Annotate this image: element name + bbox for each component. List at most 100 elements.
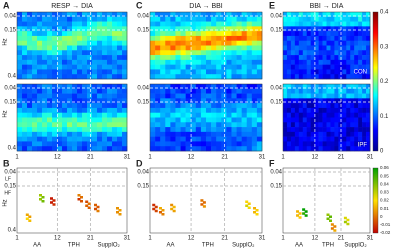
heatmap-cell xyxy=(290,31,296,37)
heatmap-cell xyxy=(47,35,53,42)
heatmap-cell xyxy=(52,59,58,65)
heatmap-cell xyxy=(231,50,237,56)
heatmap-cell xyxy=(97,40,103,46)
x-tick-label: 31 xyxy=(124,155,131,161)
heatmap-cell xyxy=(366,141,371,147)
heatmap-cell xyxy=(170,21,176,27)
heatmap-cell xyxy=(246,98,253,104)
heatmap-cell xyxy=(338,88,343,94)
heatmap-cell xyxy=(342,88,347,94)
heatmap-cell xyxy=(57,50,63,56)
heatmap-cell xyxy=(82,131,88,137)
heatmap-cell xyxy=(366,64,371,70)
heatmap-cell xyxy=(180,69,186,75)
heatmap-cell xyxy=(206,45,212,51)
heatmap-cell xyxy=(107,26,113,32)
heatmap-cell xyxy=(17,35,23,42)
significance-block xyxy=(304,214,308,217)
heatmap-cell xyxy=(226,35,232,42)
heatmap-cell xyxy=(150,131,156,137)
heatmap-cell xyxy=(27,93,33,99)
heatmap-cell xyxy=(290,55,296,61)
heatmap-cell xyxy=(117,127,123,133)
heatmap-cell xyxy=(22,117,28,123)
heatmap-cell xyxy=(334,26,339,32)
heatmap-cell xyxy=(102,88,108,94)
heatmap-cell xyxy=(87,74,93,80)
heatmap-cell xyxy=(241,45,248,51)
heatmap-cell xyxy=(52,88,58,94)
colorbar-label: 0.03 xyxy=(380,190,389,195)
heatmap-cell xyxy=(358,55,363,61)
y-tick-label: 0.15 xyxy=(137,184,149,190)
heatmap-cell xyxy=(290,93,296,99)
heatmap-cell xyxy=(87,131,93,137)
heatmap-cell xyxy=(72,112,78,118)
heatmap-cell xyxy=(206,69,212,75)
heatmap-cell xyxy=(112,64,118,70)
significance-block xyxy=(118,209,122,212)
heatmap-cell xyxy=(366,88,371,94)
colorbar xyxy=(372,11,379,152)
heatmap-cell xyxy=(326,88,331,94)
heatmap-cell xyxy=(170,59,176,65)
heatmap-cell xyxy=(87,64,93,70)
heatmap-cell xyxy=(346,112,351,118)
heatmap-cell xyxy=(226,131,232,137)
heatmap-cell xyxy=(27,117,33,123)
heatmap-cell xyxy=(256,112,263,118)
heatmap-cell xyxy=(185,59,192,65)
heatmap-cell xyxy=(354,146,359,152)
heatmap-cell xyxy=(216,74,222,80)
heatmap-cell xyxy=(185,98,192,104)
heatmap-cell xyxy=(246,50,253,56)
heatmap-cell xyxy=(27,55,33,61)
heatmap-cell xyxy=(42,93,48,99)
heatmap-cell xyxy=(306,40,311,46)
heatmap-cell xyxy=(160,88,166,94)
heatmap-cell xyxy=(47,64,53,70)
heatmap-cell xyxy=(231,74,237,80)
band-label: LF xyxy=(5,176,11,182)
heatmap-cell xyxy=(226,136,232,142)
heatmap-cell xyxy=(160,35,166,42)
heatmap-cell xyxy=(47,136,53,142)
heatmap-cell xyxy=(87,40,93,46)
heatmap-cell xyxy=(42,88,48,94)
heatmap-cell xyxy=(306,59,311,65)
heatmap-cell xyxy=(42,50,48,56)
significance-block xyxy=(80,196,83,199)
heatmap-cell xyxy=(165,122,171,128)
heatmap-cell xyxy=(175,93,181,99)
heatmap-cell xyxy=(241,69,248,75)
heatmap-cell xyxy=(256,136,263,142)
heatmap-cell xyxy=(241,117,248,123)
significance-block xyxy=(161,213,165,216)
heatmap-cell xyxy=(231,31,237,37)
heatmap-cell xyxy=(366,31,371,37)
heatmap-cell xyxy=(62,59,68,65)
heatmap-cell xyxy=(170,112,176,118)
heatmap-cell xyxy=(350,127,355,133)
heatmap-cell xyxy=(77,88,83,94)
heatmap-cell xyxy=(342,50,347,56)
heatmap-cell xyxy=(236,127,242,133)
heatmap-cell xyxy=(310,16,315,22)
heatmap-cell xyxy=(180,127,186,133)
heatmap-cell xyxy=(37,64,43,70)
heatmap-cell xyxy=(22,93,28,99)
heatmap-cell xyxy=(67,50,73,56)
heatmap-cell xyxy=(57,74,63,80)
heatmap-cell xyxy=(246,40,253,46)
x-tick-label: 31 xyxy=(124,236,131,242)
heatmap-cell xyxy=(314,122,319,128)
heatmap-cell xyxy=(314,35,319,42)
heatmap-cell xyxy=(231,21,237,27)
heatmap-cell xyxy=(206,117,212,123)
heatmap-cell xyxy=(256,98,263,104)
heatmap-cell xyxy=(27,141,33,147)
heatmap-cell xyxy=(231,127,237,133)
heatmap-cell xyxy=(283,40,288,46)
heatmap-cell xyxy=(180,40,186,46)
y-tick-label: 0.04 xyxy=(137,86,149,92)
